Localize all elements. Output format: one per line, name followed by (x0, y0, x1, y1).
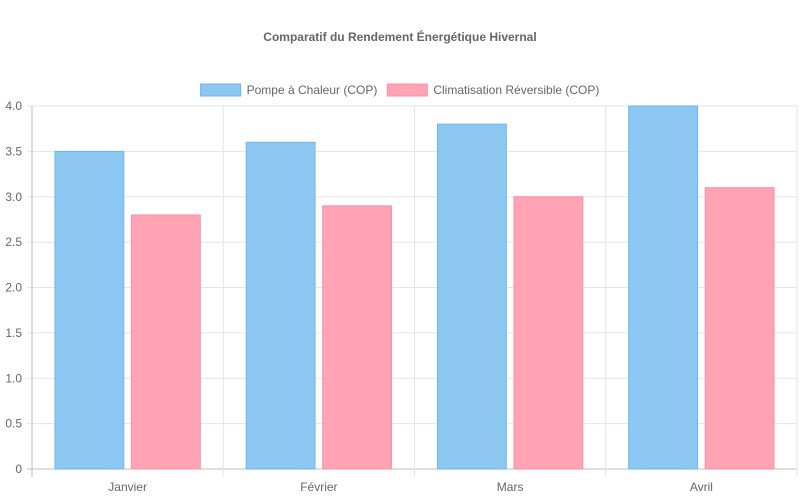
bar-climatisation-reversible-avril[interactable] (704, 187, 775, 470)
legend-item-climatisation-reversible[interactable]: Climatisation Réversible (COP) (386, 83, 599, 97)
legend-label: Pompe à Chaleur (COP) (247, 83, 378, 97)
axes: 0 0.5 1.0 1.5 2.0 2.5 3.0 3.5 4.0 Janvier Février M… (5, 99, 713, 494)
x-tick-label: Mars (497, 480, 524, 494)
y-tick-label: 3.0 (5, 190, 22, 204)
legend[interactable]: Pompe à Chaleur (COP) Climatisation Réver… (200, 83, 600, 97)
bar-climatisation-reversible-mars[interactable] (513, 196, 584, 470)
y-tick-label: 0.5 (5, 417, 22, 431)
bar-pompe-a-chaleur-février[interactable] (245, 141, 316, 470)
bar-pompe-a-chaleur-avril[interactable] (628, 105, 699, 470)
y-tick-label: 2.5 (5, 235, 22, 249)
legend-swatch (386, 83, 428, 97)
bar-pompe-a-chaleur-janvier[interactable] (54, 150, 125, 470)
bars (54, 105, 775, 470)
x-tick-label: Janvier (108, 480, 147, 494)
legend-item-pompe-a-chaleur[interactable]: Pompe à Chaleur (COP) (200, 83, 378, 97)
x-tick-label: Février (300, 480, 337, 494)
bar-climatisation-reversible-février[interactable] (322, 205, 393, 470)
chart-title: Comparatif du Rendement Énergétique Hive… (263, 29, 536, 44)
y-tick-label: 0 (15, 462, 22, 476)
legend-swatch (200, 83, 242, 97)
x-tick-label: Avril (690, 480, 713, 494)
y-tick-label: 4.0 (5, 99, 22, 113)
bar-climatisation-reversible-janvier[interactable] (130, 214, 201, 470)
y-tick-label: 1.5 (5, 326, 22, 340)
legend-label: Climatisation Réversible (COP) (433, 83, 599, 97)
y-tick-label: 1.0 (5, 371, 22, 385)
y-tick-label: 2.0 (5, 281, 22, 295)
bar-pompe-a-chaleur-mars[interactable] (436, 123, 507, 470)
y-tick-label: 3.5 (5, 144, 22, 158)
